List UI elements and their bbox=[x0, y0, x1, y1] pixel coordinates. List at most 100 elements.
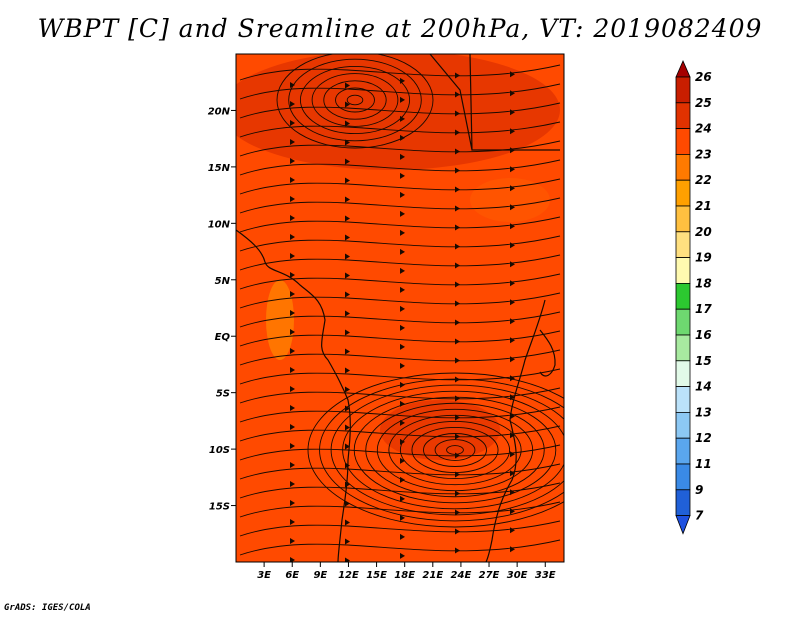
lon-tick-label: 18E bbox=[394, 570, 415, 581]
lon-tick-label: 6E bbox=[285, 570, 299, 581]
lat-ticks: 20N 15N 10N 5N EQ 5S 10S 15S bbox=[208, 106, 236, 513]
colorbar-label: 23 bbox=[695, 147, 712, 161]
streamline-arrow bbox=[345, 101, 350, 108]
colorbar-label: 14 bbox=[695, 380, 712, 394]
colorbar-segment bbox=[675, 360, 691, 387]
lon-ticks: 3E 6E 9E 12E 15E 18E 21E 24E 27E 30E 33E bbox=[257, 562, 556, 581]
streamline-arrow bbox=[290, 329, 295, 336]
streamline-arrow bbox=[510, 470, 515, 477]
streamline-arrow bbox=[345, 215, 350, 222]
colorbar-segment bbox=[675, 308, 691, 336]
streamline-arrow bbox=[290, 291, 295, 298]
streamline-arrow bbox=[400, 286, 405, 293]
streamline-vortex-north bbox=[346, 94, 364, 106]
map-frame bbox=[235, 53, 565, 563]
streamline-arrow bbox=[290, 215, 295, 222]
streamline-arrow bbox=[400, 533, 405, 540]
streamline-arrow bbox=[510, 432, 515, 439]
streamline-arrow bbox=[455, 205, 460, 212]
streamline-arrow bbox=[290, 367, 295, 374]
colorbar-bottom-arrow bbox=[675, 515, 691, 535]
streamline-vortex-south bbox=[411, 427, 499, 474]
streamline-arrow bbox=[400, 267, 405, 274]
streamline-arrow bbox=[345, 272, 350, 279]
colorbar-segment bbox=[675, 334, 691, 362]
streamline-vortex-south bbox=[376, 408, 534, 492]
colorbar-segment bbox=[675, 205, 691, 233]
streamline-arrow bbox=[345, 139, 350, 146]
streamline-arrow bbox=[455, 357, 460, 364]
streamline-arrow bbox=[510, 299, 515, 306]
streamline-arrow bbox=[290, 462, 295, 469]
streamline-vortex-north bbox=[323, 80, 387, 120]
colorbar-label: 11 bbox=[695, 457, 712, 471]
streamline-arrow bbox=[400, 96, 405, 103]
streamline-arrow bbox=[345, 424, 350, 431]
streamline-arrow bbox=[400, 381, 405, 388]
lon-tick-label: 9E bbox=[313, 570, 327, 581]
streamline-arrow bbox=[290, 82, 295, 89]
streamline-arrow bbox=[455, 129, 460, 136]
streamline-arrow bbox=[400, 457, 405, 464]
streamline-arrow bbox=[345, 557, 350, 562]
streamline-arrow bbox=[290, 310, 295, 317]
streamline-arrow bbox=[345, 519, 350, 526]
streamline-arrow bbox=[400, 248, 405, 255]
lon-tick-label: 3E bbox=[257, 570, 271, 581]
streamline-arrow bbox=[290, 500, 295, 507]
colorbar-top-arrow bbox=[675, 60, 691, 78]
streamline-arrow bbox=[400, 324, 405, 331]
streamline-arrow bbox=[510, 185, 515, 192]
streamline-arrow bbox=[510, 242, 515, 249]
warm-region-north bbox=[236, 54, 560, 170]
streamline-arrow bbox=[510, 337, 515, 344]
lat-tick-label: 10S bbox=[209, 445, 230, 456]
colorbar-label: 9 bbox=[695, 483, 703, 497]
streamline-arrow bbox=[400, 115, 405, 122]
streamline-arrow bbox=[510, 166, 515, 173]
streamline-arrow bbox=[290, 481, 295, 488]
colorbar-segment bbox=[675, 153, 691, 181]
streamline-arrow bbox=[400, 552, 405, 559]
colorbar-label: 20 bbox=[695, 225, 712, 239]
streamline-arrow bbox=[345, 82, 350, 89]
streamline-arrow bbox=[455, 186, 460, 193]
colorbar-segment bbox=[675, 463, 691, 491]
streamline-arrow bbox=[400, 495, 405, 502]
streamline-arrow bbox=[510, 204, 515, 211]
colorbar-segment bbox=[675, 76, 691, 104]
colorbar-segment bbox=[675, 437, 691, 465]
streamline-arrow bbox=[510, 223, 515, 230]
streamline-arrow bbox=[400, 419, 405, 426]
streamline-arrow bbox=[455, 338, 460, 345]
streamline-arrow bbox=[345, 196, 350, 203]
streamline-arrow bbox=[455, 414, 460, 421]
streamlines bbox=[239, 54, 564, 562]
streamline-arrow bbox=[345, 329, 350, 336]
colorbar-segment bbox=[675, 102, 691, 130]
streamline-arrow bbox=[290, 253, 295, 260]
streamline-arrow bbox=[290, 158, 295, 165]
streamline-arrow bbox=[510, 527, 515, 534]
streamline-arrow bbox=[345, 177, 350, 184]
colorbar-segment bbox=[675, 179, 691, 207]
streamline-arrow bbox=[455, 148, 460, 155]
lat-tick-label: EQ bbox=[215, 332, 231, 343]
streamline-arrow bbox=[510, 109, 515, 116]
streamline-arrow bbox=[455, 281, 460, 288]
streamline-arrow bbox=[290, 272, 295, 279]
streamline-vortex-north bbox=[299, 65, 411, 135]
streamline-arrow bbox=[455, 91, 460, 98]
colorbar-label: 25 bbox=[695, 96, 712, 110]
lon-tick-label: 21E bbox=[422, 570, 443, 581]
streamline-vortex-south bbox=[434, 439, 476, 461]
streamline-vortex-north bbox=[335, 87, 375, 113]
streamline-arrow bbox=[400, 229, 405, 236]
streamline-vortex-north bbox=[288, 58, 422, 142]
streamline-arrow bbox=[455, 509, 460, 516]
streamline-vortex-south bbox=[388, 414, 522, 486]
streamline-arrow bbox=[510, 90, 515, 97]
lat-tick-label: 5N bbox=[215, 276, 231, 287]
streamline-arrow bbox=[400, 305, 405, 312]
